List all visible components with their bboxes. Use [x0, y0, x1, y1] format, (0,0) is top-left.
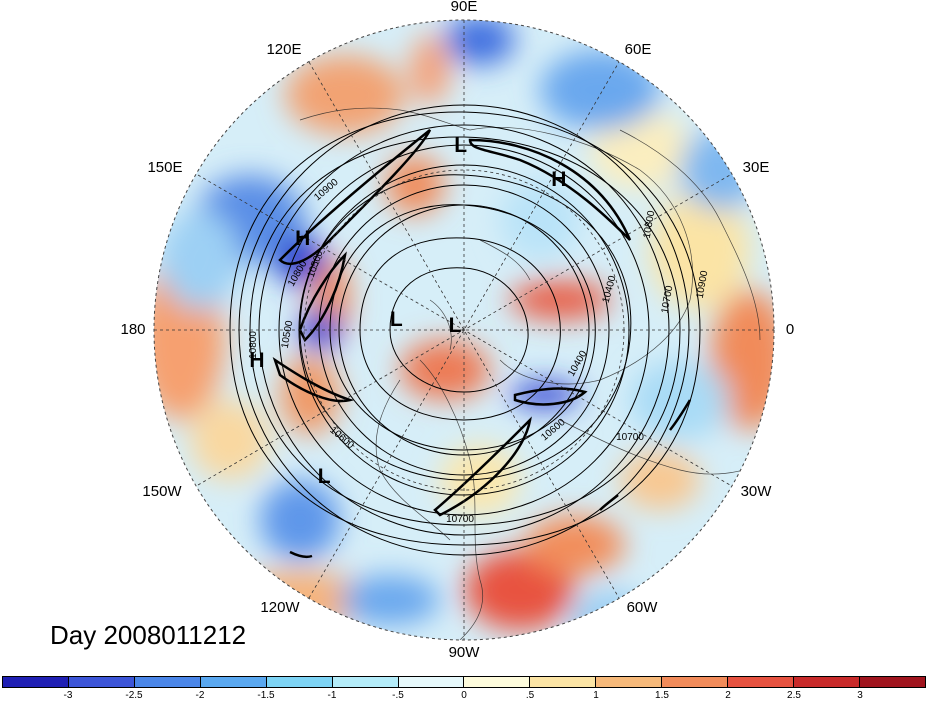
- colorbar-swatch: [859, 677, 925, 687]
- colorbar-swatch: [530, 677, 597, 687]
- colorbar-swatch: [134, 677, 201, 687]
- low-pressure-label: L: [390, 308, 403, 331]
- longitude-label: 90E: [451, 0, 478, 15]
- low-pressure-label: L: [449, 314, 462, 337]
- colorbar-tick-label: -2: [195, 690, 205, 701]
- contour-label: 10700: [446, 514, 474, 525]
- colorbar-tick-label: -2.5: [125, 690, 143, 701]
- colorbar-swatch: [398, 677, 465, 687]
- colorbar-swatch: [464, 677, 531, 687]
- colorbar-swatch: [794, 677, 860, 687]
- low-pressure-label: L: [318, 465, 331, 488]
- contour-label: 10700: [660, 284, 676, 314]
- colorbar-swatch: [3, 677, 69, 687]
- date-title: Day 2008011212: [50, 620, 247, 650]
- low-pressure-label: L: [454, 134, 467, 157]
- colorbar-tick-label: -1: [327, 690, 337, 701]
- colorbar-tick-label: .5: [525, 690, 535, 701]
- colorbar-swatch: [662, 677, 729, 687]
- colorbar-ticks: -3 -2.5 -2 -1.5 -1 -.5 0 .5 1 1.5 2 2.5 3: [2, 690, 926, 702]
- contour-label: 10800: [642, 209, 658, 239]
- high-pressure-label: H: [295, 227, 310, 250]
- longitude-label: 180: [120, 321, 145, 338]
- longitude-label: 150W: [142, 483, 182, 500]
- map-boundary: [153, 19, 775, 641]
- longitude-label: 30W: [741, 483, 773, 500]
- colorbar-tick-label: 1: [593, 690, 599, 701]
- contour-label: 10700: [616, 432, 644, 443]
- colorbar: [2, 676, 926, 688]
- colorbar-swatch: [728, 677, 795, 687]
- high-pressure-label: H: [249, 349, 264, 372]
- longitude-labels: 90E 60E 30E 0 30W 60W 90W 120W 150W 180 150E 120E: [120, 0, 794, 661]
- contour-label: 10800: [248, 331, 259, 359]
- colorbar-tick-label: 2: [725, 690, 731, 701]
- contour-label: 10900: [695, 269, 711, 299]
- colorbar-tick-label: 3: [857, 690, 863, 701]
- longitude-label: 150E: [147, 159, 182, 176]
- pressure-centers: L H H L L H L: [249, 134, 566, 488]
- colorbar-tick-label: 0: [461, 690, 467, 701]
- colorbar-swatch: [200, 677, 267, 687]
- longitude-label: 60W: [627, 599, 659, 616]
- longitude-label: 0: [786, 321, 794, 338]
- high-pressure-label: H: [551, 168, 566, 191]
- colorbar-swatch: [596, 677, 663, 687]
- longitude-label: 120W: [260, 599, 300, 616]
- colorbar-swatch: [68, 677, 135, 687]
- colorbar-swatch: [266, 677, 333, 687]
- colorbar-tick-label: -3: [63, 690, 73, 701]
- colorbar-tick-label: 1.5: [655, 690, 669, 701]
- longitude-label: 120E: [266, 41, 301, 58]
- graticule: [154, 20, 774, 640]
- contour-label: 10500: [280, 319, 296, 349]
- colorbar-tick-label: 2.5: [787, 690, 801, 701]
- colorbar-tick-label: -.5: [392, 690, 404, 701]
- colorbar-tick-label: -1.5: [257, 690, 275, 701]
- jet-contours: [272, 129, 692, 559]
- longitude-label: 60E: [625, 41, 652, 58]
- longitude-label: 30E: [743, 159, 770, 176]
- colorbar-swatch: [332, 677, 399, 687]
- longitude-label: 90W: [449, 644, 481, 661]
